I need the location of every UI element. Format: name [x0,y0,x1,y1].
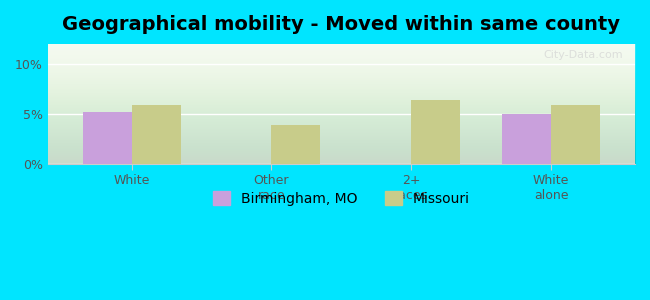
Bar [551,105,600,164]
Title: Geographical mobility - Moved within same county: Geographical mobility - Moved within sam… [62,15,620,34]
Bar [502,114,551,164]
Text: City-Data.com: City-Data.com [543,50,623,60]
Legend: Birmingham, MO, Missouri: Birmingham, MO, Missouri [207,185,475,211]
Bar [83,112,132,164]
Bar [411,100,460,164]
Bar [132,105,181,164]
Bar [272,125,320,164]
